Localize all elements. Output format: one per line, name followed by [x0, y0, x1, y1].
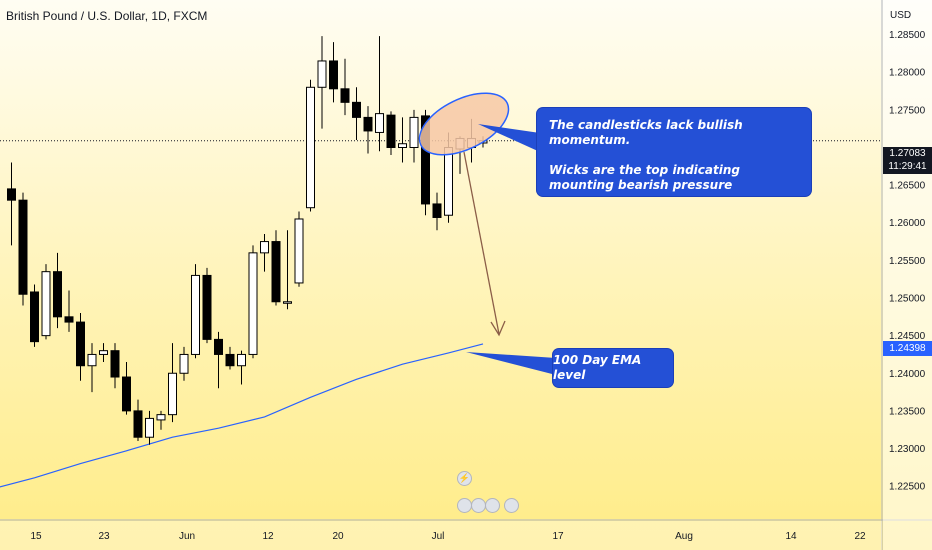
candle — [7, 188, 16, 201]
projection-arrowhead — [490, 320, 506, 337]
candle — [64, 316, 74, 323]
candle — [409, 116, 419, 148]
ema-callout-text: 100 Day EMA level — [553, 353, 642, 382]
price-tick-label: 1.23000 — [889, 444, 926, 455]
time-tick-label: 17 — [552, 531, 564, 542]
candle — [41, 271, 51, 337]
candle — [168, 372, 177, 416]
candle — [225, 353, 235, 367]
time-tick-label: Aug — [675, 531, 693, 542]
time-tick-label: 23 — [98, 531, 110, 542]
price-tick-label: 1.25500 — [889, 256, 926, 267]
candle — [18, 199, 28, 295]
candle — [432, 203, 442, 218]
candle — [317, 60, 327, 88]
candle — [248, 252, 258, 355]
candle — [340, 88, 350, 103]
ema-price-tag: 1.24398 — [883, 341, 932, 356]
callout-line-1: The candlesticks lack bullish momentum. — [549, 118, 743, 147]
highlight-ellipse — [418, 92, 510, 156]
candle — [398, 143, 407, 148]
candle — [363, 116, 373, 132]
candle — [99, 350, 108, 355]
candle — [133, 410, 143, 438]
candle — [87, 353, 97, 367]
candle — [386, 114, 396, 148]
time-tick-label: 12 — [262, 531, 274, 542]
candle — [260, 241, 269, 254]
price-axis-bg — [883, 0, 932, 550]
ema-line — [0, 343, 484, 488]
price-tick-label: 1.28500 — [889, 30, 926, 41]
time-axis-bg — [0, 521, 882, 550]
callout-line-2: Wicks are the top indicating mounting be… — [549, 163, 740, 192]
uk-flag-icon[interactable] — [504, 498, 519, 513]
candle — [352, 101, 361, 118]
price-tick-label: 1.27500 — [889, 105, 926, 116]
uk-flag-icon[interactable] — [485, 498, 500, 513]
time-tick-label: Jul — [432, 531, 445, 542]
price-tick-label: 1.24500 — [889, 331, 926, 342]
time-tick-label: 22 — [854, 531, 866, 542]
last-price-tag: 1.27083 — [883, 147, 932, 160]
candle — [179, 353, 189, 374]
countdown-tag: 11:29:41 — [883, 160, 932, 174]
candle — [421, 115, 430, 205]
price-tick-label: 1.28000 — [889, 68, 926, 79]
candle — [444, 146, 453, 216]
candle — [294, 218, 304, 284]
price-tick-label: 1.26500 — [889, 181, 926, 192]
price-tick-label: 1.25000 — [889, 294, 926, 305]
candle — [110, 350, 120, 378]
candle — [156, 414, 166, 421]
candle — [191, 274, 200, 355]
time-tick-label: Jun — [179, 531, 195, 542]
time-tick-label: 14 — [785, 531, 797, 542]
price-tick-label: 1.26000 — [889, 218, 926, 229]
uk-flag-icon[interactable] — [471, 498, 486, 513]
price-tick-label: 1.24000 — [889, 369, 926, 380]
ema-callout-pointer — [466, 352, 556, 375]
candle — [306, 86, 315, 209]
price-tick-label: 1.23500 — [889, 406, 926, 417]
callout-pointer — [478, 124, 540, 152]
candle — [271, 241, 281, 303]
candle — [76, 321, 85, 367]
candle — [237, 353, 246, 367]
projection-arrow — [463, 151, 500, 335]
time-tick-label: 20 — [332, 531, 344, 542]
candle — [283, 301, 292, 304]
candle — [329, 60, 338, 90]
uk-flag-icon[interactable] — [457, 498, 472, 513]
candle — [122, 376, 131, 412]
candle — [53, 271, 62, 318]
symbol-title[interactable]: British Pound / U.S. Dollar, 1D, FXCM — [6, 9, 208, 23]
price-tick-label: 1.22500 — [889, 482, 926, 493]
candle — [202, 274, 212, 340]
momentum-callout[interactable]: The candlesticks lack bullish momentum. … — [537, 108, 811, 196]
lightning-icon[interactable]: ⚡ — [457, 471, 472, 486]
candle — [375, 113, 384, 133]
ema-callout[interactable]: 100 Day EMA level — [553, 349, 673, 387]
currency-label[interactable]: USD — [890, 10, 912, 21]
candle — [145, 417, 154, 438]
time-tick-label: 15 — [30, 531, 42, 542]
candle — [30, 291, 39, 343]
candle — [214, 338, 223, 355]
